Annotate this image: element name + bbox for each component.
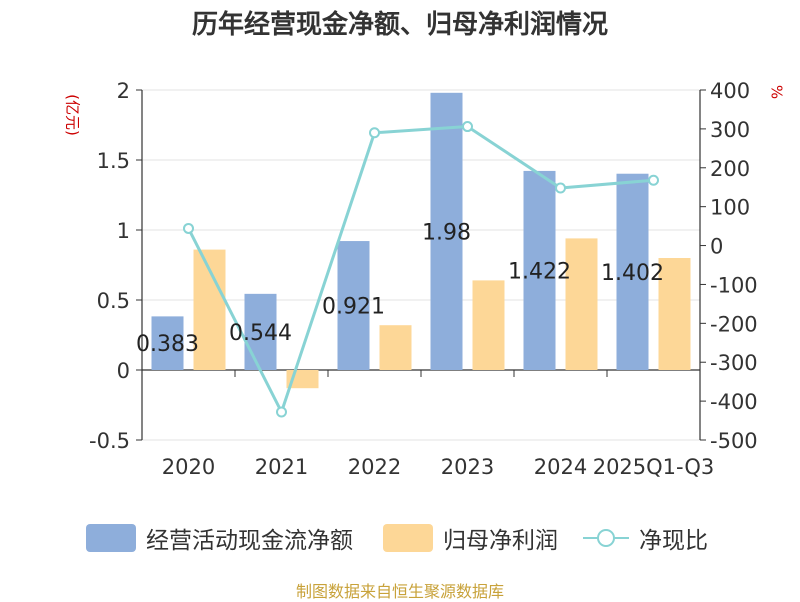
bar-cash-flow: [616, 173, 649, 370]
legend-item-ratio[interactable]: 净现比: [583, 521, 708, 555]
y-right-tick-label: -300: [710, 351, 758, 375]
point-ratio: [276, 406, 287, 418]
legend-swatch-cash-flow: [86, 524, 136, 552]
legend-item-cash-flow[interactable]: 经营活动现金流净额: [86, 521, 353, 555]
chart-title: 历年经营现金净额、归母净利润情况: [191, 10, 608, 40]
y-right-tick-label: -400: [710, 390, 758, 414]
chart-svg: -0.5 0 0.5 1 1.5 2 -500 -400 -300 -200 -100 0 100 200…: [64, 79, 786, 479]
legend-label-cash-flow: 经营活动现金流净额: [146, 528, 353, 554]
y-left-unit-label: (亿元): [64, 94, 82, 136]
y-left-tick-label: 1: [117, 219, 130, 243]
point-ratio: [183, 222, 194, 234]
legend-item-net-profit[interactable]: 归母净利润: [383, 521, 558, 555]
point-ratio: [555, 182, 566, 194]
y-right-tick-label: 100: [710, 196, 750, 220]
legend-label-ratio: 净现比: [639, 528, 708, 554]
y-right-tick-label: -200: [710, 312, 758, 336]
source-note: 制图数据来自恒生聚源数据库: [295, 582, 504, 601]
y-right-tick-label: 400: [710, 79, 750, 103]
bar-cash-flow: [244, 293, 277, 370]
y-left-tick-label: 2: [117, 79, 130, 103]
y-left-tick-label: -0.5: [89, 429, 130, 453]
point-ratio: [369, 127, 380, 139]
data-label-cash-flow: 0.544: [229, 321, 292, 346]
legend: 经营活动现金流净额 归母净利润 净现比: [0, 515, 800, 555]
bar-net-profit: [565, 238, 598, 370]
data-label-cash-flow: 0.921: [322, 295, 385, 320]
bar-cash-flow: [151, 316, 184, 370]
y-right-tick-label: 200: [710, 157, 750, 181]
bar-cash-flow: [337, 241, 370, 370]
x-tick-label: 2023: [441, 455, 494, 479]
bar-net-profit: [379, 325, 412, 370]
line-ratio: [187, 125, 654, 414]
x-tick-label: 2020: [162, 455, 215, 479]
data-label-cash-flow: 1.402: [601, 261, 664, 286]
legend-label-net-profit: 归母净利润: [443, 528, 558, 554]
y-right-tick-label: -100: [710, 273, 758, 297]
bar-cash-flow: [523, 170, 556, 370]
y-right-tick-label: 0: [710, 235, 723, 259]
bar-cash-flow: [430, 92, 463, 371]
x-tick-label: 2025Q1-Q3: [593, 455, 715, 479]
y-right-unit-label: %: [768, 85, 786, 99]
y-right-tick-label: -500: [710, 429, 758, 453]
point-ratio: [462, 121, 473, 133]
y-left-tick-label: 0: [117, 359, 130, 383]
bar-net-profit: [658, 258, 691, 370]
legend-swatch-net-profit: [383, 524, 433, 552]
x-tick-label: 2022: [348, 455, 401, 479]
data-label-cash-flow: 1.98: [422, 220, 471, 245]
x-tick-label: 2024: [534, 455, 587, 479]
y-right-tick-label: 300: [710, 118, 750, 142]
bar-net-profit: [472, 280, 505, 370]
point-ratio: [648, 174, 659, 186]
legend-line-ratio-icon: [583, 524, 629, 552]
data-label-cash-flow: 1.422: [508, 259, 571, 284]
x-tick-label: 2021: [255, 455, 308, 479]
y-left-tick-label: 0.5: [97, 289, 130, 313]
y-left-tick-label: 1.5: [97, 149, 130, 173]
data-label-cash-flow: 0.383: [136, 332, 199, 357]
